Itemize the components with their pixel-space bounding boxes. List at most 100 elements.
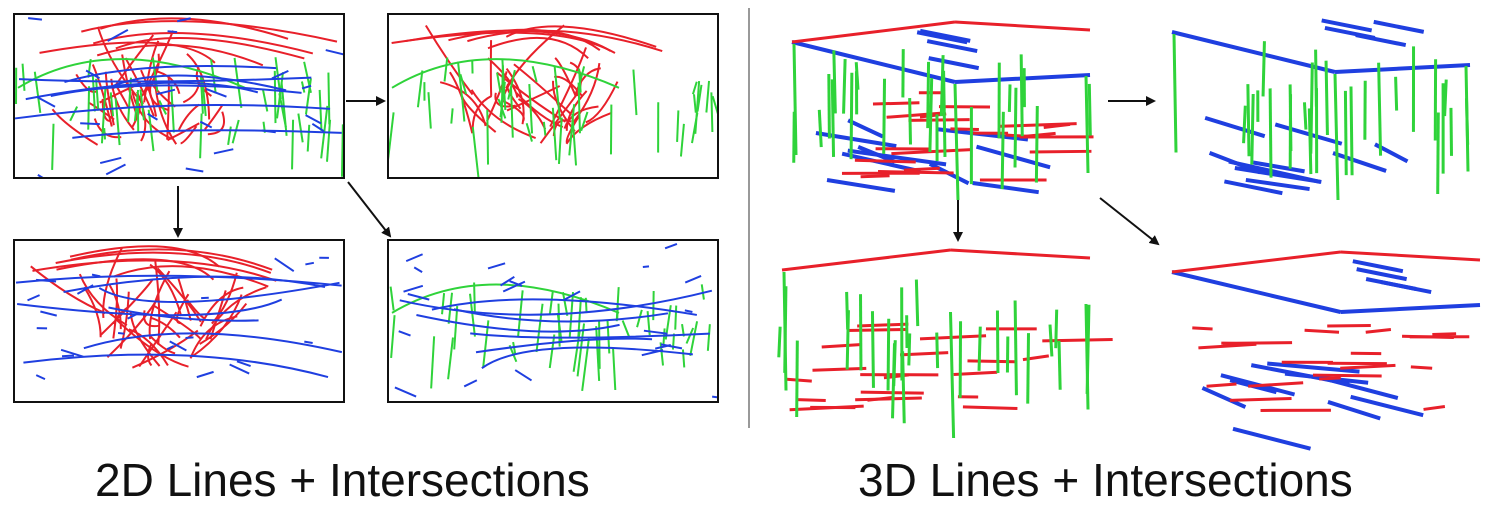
line-segment: [108, 30, 128, 41]
line-segment: [955, 22, 1090, 30]
line-segment: [28, 18, 42, 20]
line-segment: [1230, 399, 1292, 401]
line-segment: [1172, 252, 1341, 272]
line-segment: [855, 160, 916, 162]
line-segment: [844, 59, 846, 114]
line-segment: [1351, 86, 1352, 175]
line-segment: [1202, 388, 1245, 407]
line-segment: [328, 73, 329, 125]
line-segment: [1207, 384, 1237, 386]
line-segment: [1252, 94, 1253, 165]
line-segment: [829, 74, 830, 138]
line-segment: [779, 327, 780, 358]
line-segment: [677, 110, 678, 142]
line-segment: [1438, 112, 1439, 194]
line-segment: [847, 329, 907, 330]
line-segment: [973, 183, 1039, 192]
line-segment: [681, 124, 684, 157]
line-segment: [1341, 252, 1481, 260]
line-segment: [711, 92, 712, 132]
line-segment: [851, 73, 852, 159]
line-segment: [706, 81, 709, 113]
line-segment: [23, 64, 25, 91]
line-segment: [944, 71, 945, 157]
line-segment: [305, 263, 313, 265]
line-segment: [690, 321, 697, 355]
line-segment: [1326, 61, 1327, 135]
line-segment: [118, 333, 124, 334]
line-segment: [633, 70, 636, 116]
line-segment: [963, 407, 1017, 409]
panel-2d-red-blue: [14, 240, 344, 402]
line-segment: [168, 31, 178, 32]
line-segment: [1305, 330, 1339, 332]
line-segment: [197, 372, 214, 377]
line-segment: [1005, 135, 1032, 137]
line-segment: [785, 286, 786, 373]
line-segment: [399, 331, 411, 335]
line-segment: [52, 124, 53, 170]
line-segment: [1340, 365, 1395, 368]
line-segment: [904, 168, 940, 170]
line-segment: [848, 120, 883, 136]
line-segment: [40, 312, 56, 316]
line-segment: [52, 109, 97, 145]
line-segment: [342, 124, 343, 176]
line-segment: [404, 286, 423, 292]
line-segment: [903, 351, 905, 423]
line-segment: [292, 120, 293, 170]
line-segment: [1172, 32, 1335, 72]
line-segment: [1451, 108, 1452, 156]
line-segment: [99, 283, 339, 302]
line-segment: [909, 333, 910, 365]
line-segment: [623, 320, 629, 336]
line-segment: [1015, 88, 1016, 168]
line-segment: [428, 92, 430, 128]
line-segment: [1396, 77, 1397, 111]
line-segment: [515, 370, 531, 380]
line-segment: [1036, 106, 1037, 183]
line-segment: [1174, 34, 1176, 153]
line-segment: [856, 62, 858, 89]
line-segment: [100, 158, 121, 163]
line-segment: [797, 341, 798, 417]
line-segment: [951, 250, 1091, 258]
line-segment: [308, 125, 310, 152]
line-segment: [1223, 343, 1292, 344]
line-segment: [395, 387, 416, 396]
line-segment: [529, 84, 532, 133]
line-segment: [827, 180, 895, 191]
line-segment: [643, 266, 649, 267]
line-segment: [414, 267, 422, 272]
line-segment: [847, 292, 848, 329]
line-segment: [665, 244, 677, 248]
line-segment: [400, 291, 712, 315]
panel-2d-green-blue: [388, 240, 725, 402]
line-segment: [487, 110, 488, 165]
line-segment: [418, 71, 422, 108]
line-segment: [861, 176, 890, 177]
line-segment: [445, 57, 448, 81]
line-segment: [1009, 84, 1010, 112]
line-segment: [320, 90, 322, 131]
line-segment: [488, 263, 505, 268]
line-segment: [550, 291, 553, 314]
line-segment: [454, 309, 668, 321]
line-segment: [1248, 84, 1249, 156]
line-segment: [81, 21, 337, 41]
line-segment: [951, 312, 954, 438]
line-segment: [1328, 402, 1380, 419]
line-segment: [1087, 305, 1089, 394]
line-segment: [275, 258, 294, 271]
line-segment: [1335, 65, 1470, 72]
panel-2d-all-lines: [14, 14, 348, 187]
line-segment: [1263, 41, 1264, 96]
line-segment: [1319, 378, 1341, 379]
line-segment: [928, 62, 929, 128]
line-segment: [544, 122, 545, 136]
line-segment: [464, 380, 477, 386]
line-segment: [1050, 325, 1052, 357]
line-segment: [1270, 88, 1271, 177]
line-segment: [1445, 80, 1447, 117]
